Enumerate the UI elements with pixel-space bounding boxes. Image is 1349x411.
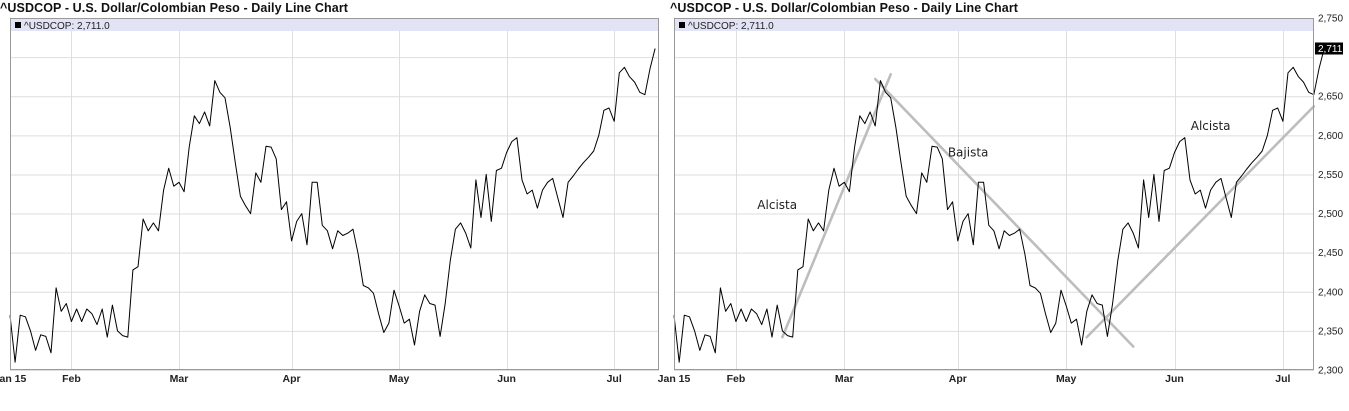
plot-frame (10, 18, 659, 370)
y-tick-label: 2,400 (1318, 287, 1343, 298)
x-tick-label: May (1056, 373, 1077, 385)
line-chart-right: ^USDCOP: 2,711.0 Alcista Bajista Alcista Jan… (658, 14, 1344, 386)
x-tick-label: Apr (949, 373, 967, 385)
legend-band (11, 19, 658, 31)
x-tick-label: Feb (62, 373, 81, 385)
chart-panel-left: ^USDCOP - U.S. Dollar/Colombian Peso - D… (0, 0, 665, 411)
last-value-marker (1315, 42, 1343, 55)
annotation-alcista-3: Alcista (1191, 119, 1231, 133)
x-tick-label: Jun (1165, 373, 1184, 385)
x-tick-label: Mar (170, 373, 189, 385)
annotation-alcista-1: Alcista (757, 198, 797, 212)
y-tick-label: 2,350 (1318, 326, 1343, 337)
legend-swatch (679, 22, 685, 28)
x-tick-label: Jan 15 (0, 373, 26, 385)
x-tick-label: Mar (835, 373, 854, 385)
y-tick-label: 2,550 (1318, 170, 1343, 181)
legend-label: ^USDCOP: 2,711.0 (24, 21, 110, 32)
y-tick-label: 2,750 (1318, 14, 1343, 25)
y-tick-label: 2,450 (1318, 248, 1343, 259)
x-tick-label: Apr (283, 373, 301, 385)
series-line-usdcop (9, 48, 656, 363)
chart-panel-right: ^USDCOP - U.S. Dollar/Colombian Peso - D… (658, 0, 1349, 411)
y-tick-label: 2,500 (1318, 209, 1343, 220)
plot-area (10, 18, 659, 370)
legend-swatch (15, 22, 21, 28)
trendline-alcista-3 (1085, 105, 1316, 339)
line-chart-left: ^USDCOP: 2,711.0 Jan 15 Feb Mar Apr May Jun Jul (0, 18, 659, 385)
x-tick-label: Jul (1275, 373, 1290, 385)
plot-area (674, 18, 1314, 370)
x-tick-label: Jan 15 (658, 373, 691, 385)
y-tick-label: 2,650 (1318, 92, 1343, 103)
x-tick-label: Feb (727, 373, 746, 385)
annotation-bajista-2: Bajista (948, 145, 989, 159)
x-tick-label: May (389, 373, 410, 385)
plot-frame (674, 18, 1314, 370)
series-line-usdcop (673, 48, 1325, 363)
chart-title-right: ^USDCOP - U.S. Dollar/Colombian Peso - D… (670, 1, 1019, 15)
y-tick-label: 2,300 (1318, 366, 1343, 377)
chart-title-left: ^USDCOP - U.S. Dollar/Colombian Peso - D… (0, 1, 349, 15)
last-value-label: 2,711 (1318, 44, 1343, 55)
legend-label: ^USDCOP: 2,711.0 (688, 21, 774, 32)
x-tick-label: Jun (497, 373, 516, 385)
x-tick-label: Jul (607, 373, 622, 385)
legend-band (675, 19, 1313, 31)
y-tick-label: 2,600 (1318, 131, 1343, 142)
